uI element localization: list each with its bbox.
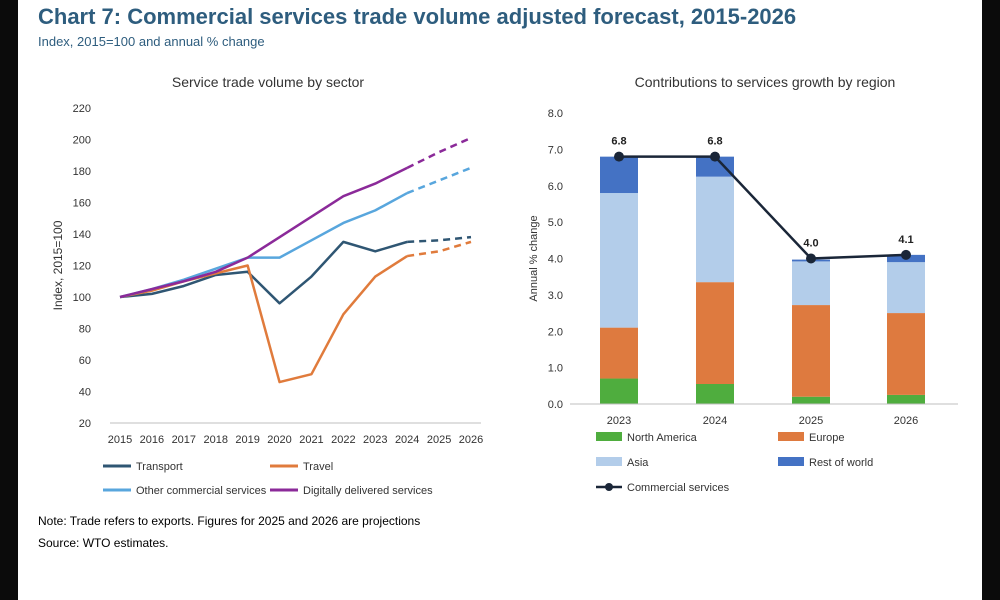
- region-stacked-bar-chart: Contributions to services growth by regi…: [528, 74, 958, 494]
- y-tick-label: 220: [73, 103, 91, 115]
- legend-marker-commercial-services: [605, 483, 613, 491]
- y-tick-label: 3.0: [548, 290, 563, 302]
- data-label: 4.0: [803, 238, 818, 250]
- legend-label-travel: Travel: [303, 461, 333, 473]
- legend-label-asia: Asia: [627, 457, 649, 469]
- bar-chart-y-axis-label: Annual % change: [528, 215, 540, 301]
- bar-segment-rest-of-world: [696, 156, 734, 177]
- y-tick-label: 160: [73, 198, 91, 210]
- x-tick-label: 2019: [235, 434, 259, 446]
- y-tick-label: 200: [73, 135, 91, 147]
- x-tick-label: 2016: [140, 434, 164, 446]
- legend-label-rest-of-world: Rest of world: [809, 457, 873, 469]
- x-tick-label: 2021: [299, 434, 323, 446]
- page-title: Chart 7: Commercial services trade volum…: [38, 4, 797, 29]
- x-tick-label: 2023: [607, 415, 631, 427]
- y-tick-label: 6.0: [548, 181, 563, 193]
- data-label: 4.1: [898, 234, 913, 246]
- bar-segment-europe: [696, 282, 734, 384]
- legend-label-europe: Europe: [809, 432, 844, 444]
- chart-note: Note: Trade refers to exports. Figures f…: [38, 514, 421, 528]
- report-page: Chart 7: Commercial services trade volum…: [18, 0, 982, 600]
- bar-segment-europe: [600, 327, 638, 379]
- sector-line-chart: Service trade volume by sector Index, 201…: [51, 74, 483, 497]
- y-tick-label: 80: [79, 324, 91, 336]
- bar-segment-asia: [600, 193, 638, 328]
- bar-segment-europe: [792, 305, 830, 397]
- y-tick-label: 4.0: [548, 254, 563, 266]
- legend-swatch-north-america: [596, 432, 622, 441]
- line-chart-y-axis-label: Index, 2015=100: [51, 220, 65, 310]
- x-tick-label: 2022: [331, 434, 355, 446]
- x-tick-label: 2015: [108, 434, 132, 446]
- series-projection-travel: [406, 240, 472, 258]
- bar-segment-asia: [792, 261, 830, 306]
- bar-segment-europe: [887, 313, 925, 395]
- x-tick-label: 2024: [395, 434, 419, 446]
- y-tick-label: 20: [79, 418, 91, 430]
- y-tick-label: 40: [79, 387, 91, 399]
- y-tick-label: 5.0: [548, 217, 563, 229]
- bar-segment-asia: [887, 262, 925, 314]
- x-tick-label: 2025: [427, 434, 451, 446]
- x-tick-label: 2024: [703, 415, 727, 427]
- chart-source: Source: WTO estimates.: [38, 536, 169, 550]
- legend-swatch-rest-of-world: [778, 457, 804, 466]
- x-tick-label: 2020: [267, 434, 291, 446]
- legend-label-commercial-services: Commercial services: [627, 482, 730, 494]
- legend-label-north-america: North America: [627, 432, 698, 444]
- series-line-transport: [119, 240, 408, 305]
- y-tick-label: 8.0: [548, 108, 563, 120]
- x-tick-label: 2026: [894, 415, 918, 427]
- legend-label-transport: Transport: [136, 461, 183, 473]
- commercial-services-marker: [710, 151, 720, 162]
- bar-segment-north-america: [792, 396, 830, 404]
- commercial-services-marker: [806, 253, 816, 264]
- commercial-services-marker: [901, 249, 911, 260]
- bar-segment-asia: [696, 176, 734, 283]
- commercial-services-marker: [614, 151, 624, 162]
- y-tick-label: 120: [73, 261, 91, 273]
- bar-segment-rest-of-world: [600, 156, 638, 194]
- y-tick-label: 0.0: [548, 399, 563, 411]
- legend-swatch-asia: [596, 457, 622, 466]
- y-tick-label: 100: [73, 292, 91, 304]
- data-label: 6.8: [707, 136, 722, 148]
- legend-label-digitally-delivered-services: Digitally delivered services: [303, 485, 433, 497]
- y-tick-label: 180: [73, 166, 91, 178]
- bar-segment-north-america: [887, 394, 925, 404]
- bar-segment-north-america: [696, 383, 734, 404]
- series-line-digitally-delivered-services: [119, 166, 408, 299]
- y-tick-label: 60: [79, 355, 91, 367]
- series-projection-transport: [407, 235, 472, 244]
- legend-label-other-commercial-services: Other commercial services: [136, 485, 267, 497]
- y-tick-label: 140: [73, 229, 91, 241]
- y-tick-label: 1.0: [548, 363, 563, 375]
- x-tick-label: 2018: [203, 434, 227, 446]
- x-tick-label: 2023: [363, 434, 387, 446]
- bar-chart-title: Contributions to services growth by regi…: [635, 74, 896, 90]
- y-tick-label: 2.0: [548, 326, 563, 338]
- commercial-services-line: [619, 155, 907, 260]
- y-tick-label: 7.0: [548, 144, 563, 156]
- legend-swatch-europe: [778, 432, 804, 441]
- bar-segment-north-america: [600, 378, 638, 404]
- data-label: 6.8: [611, 136, 626, 148]
- line-chart-title: Service trade volume by sector: [172, 74, 365, 90]
- x-tick-label: 2025: [799, 415, 823, 427]
- x-tick-label: 2026: [459, 434, 483, 446]
- page-subtitle: Index, 2015=100 and annual % change: [38, 34, 265, 49]
- x-tick-label: 2017: [172, 434, 196, 446]
